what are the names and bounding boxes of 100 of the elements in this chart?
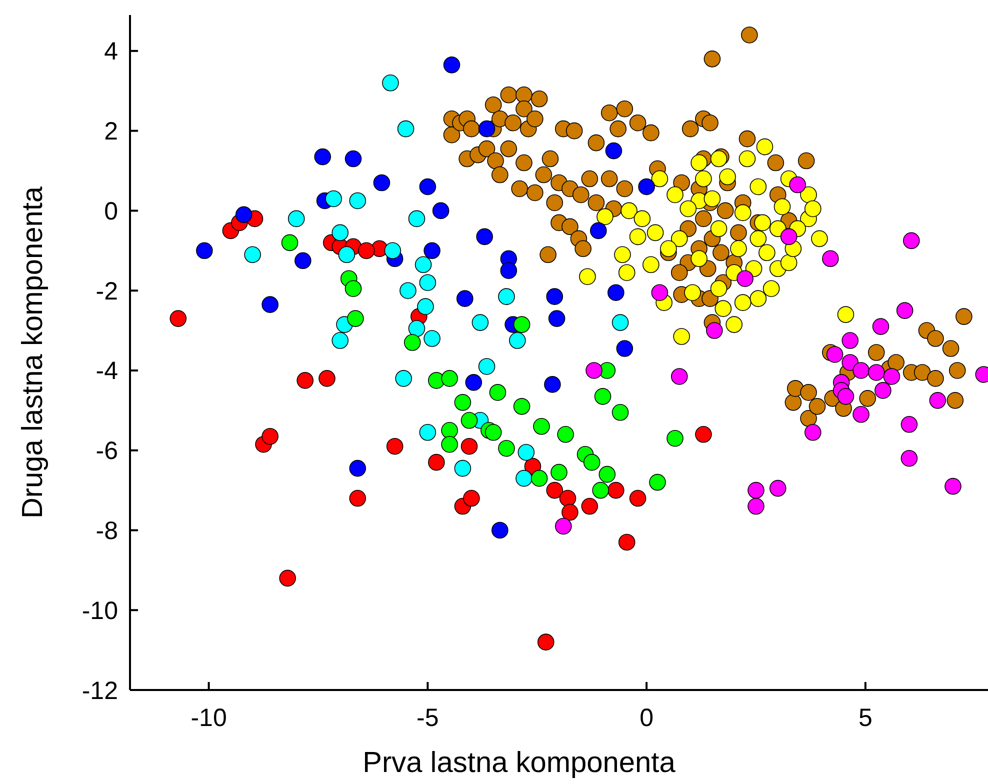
- point: [428, 454, 445, 471]
- point: [460, 412, 478, 429]
- point: [605, 142, 622, 160]
- point: [554, 518, 572, 535]
- point: [592, 482, 609, 499]
- point: [344, 150, 362, 168]
- point: [769, 220, 786, 238]
- point: [424, 330, 440, 347]
- point: [758, 244, 776, 262]
- point: [704, 190, 721, 208]
- point: [719, 168, 736, 186]
- point: [432, 202, 450, 220]
- point: [400, 282, 416, 299]
- point: [646, 224, 664, 242]
- point: [780, 228, 798, 246]
- point: [419, 424, 436, 441]
- point: [651, 170, 668, 188]
- point: [530, 470, 548, 487]
- point: [513, 398, 530, 415]
- point: [478, 358, 496, 375]
- point: [235, 206, 252, 224]
- point: [710, 280, 728, 297]
- point: [344, 280, 362, 297]
- point: [929, 392, 946, 409]
- point: [441, 436, 458, 453]
- point: [649, 474, 666, 491]
- point: [559, 490, 576, 507]
- point: [726, 316, 742, 333]
- point: [734, 294, 752, 311]
- point: [454, 460, 472, 477]
- point: [338, 246, 356, 264]
- point: [419, 274, 436, 291]
- point: [822, 250, 839, 268]
- point: [498, 288, 515, 305]
- point: [612, 404, 629, 421]
- point: [424, 242, 440, 260]
- point: [598, 466, 616, 483]
- point: [738, 150, 756, 168]
- point: [498, 440, 515, 457]
- point: [500, 262, 518, 280]
- point: [756, 138, 774, 156]
- point: [441, 370, 458, 387]
- point: [318, 370, 336, 387]
- point: [472, 314, 489, 331]
- point: [780, 254, 798, 272]
- point: [900, 450, 918, 467]
- point: [804, 424, 822, 441]
- point: [670, 230, 688, 248]
- point: [750, 178, 767, 196]
- point: [414, 256, 432, 274]
- point: [281, 234, 298, 252]
- point: [492, 522, 508, 539]
- point: [596, 208, 614, 226]
- point: [804, 200, 822, 218]
- point: [826, 346, 844, 363]
- point: [695, 170, 712, 188]
- point: [349, 192, 366, 210]
- point: [373, 174, 390, 192]
- point: [837, 388, 854, 405]
- point: [358, 242, 375, 260]
- point: [690, 250, 708, 268]
- y-tick-label: -8: [96, 516, 118, 545]
- point: [868, 364, 885, 381]
- point: [762, 280, 780, 297]
- point: [544, 376, 561, 393]
- point: [608, 284, 624, 301]
- point: [673, 328, 690, 345]
- point: [900, 416, 918, 433]
- point: [651, 284, 668, 301]
- point: [618, 534, 636, 551]
- point: [579, 268, 596, 285]
- point: [244, 246, 261, 264]
- point: [774, 198, 791, 216]
- point: [642, 256, 660, 274]
- point: [417, 298, 434, 315]
- point: [386, 438, 404, 455]
- point: [736, 270, 754, 287]
- point: [294, 252, 312, 270]
- point: [513, 316, 530, 333]
- y-axis-title: Druga lastna komponenta: [17, 186, 49, 519]
- point: [484, 424, 502, 441]
- point: [754, 214, 771, 232]
- point: [638, 178, 655, 196]
- point: [408, 320, 426, 337]
- point: [852, 406, 870, 423]
- point: [748, 482, 764, 499]
- point: [690, 154, 708, 172]
- point: [408, 210, 426, 228]
- point: [734, 204, 752, 222]
- point: [288, 210, 305, 228]
- point: [397, 120, 414, 138]
- point: [620, 202, 638, 220]
- point: [395, 370, 412, 387]
- point: [706, 322, 723, 339]
- point: [684, 284, 701, 301]
- point: [262, 296, 278, 313]
- point: [714, 300, 732, 317]
- point: [670, 368, 688, 385]
- y-tick-label: 0: [104, 197, 118, 226]
- point: [769, 480, 786, 497]
